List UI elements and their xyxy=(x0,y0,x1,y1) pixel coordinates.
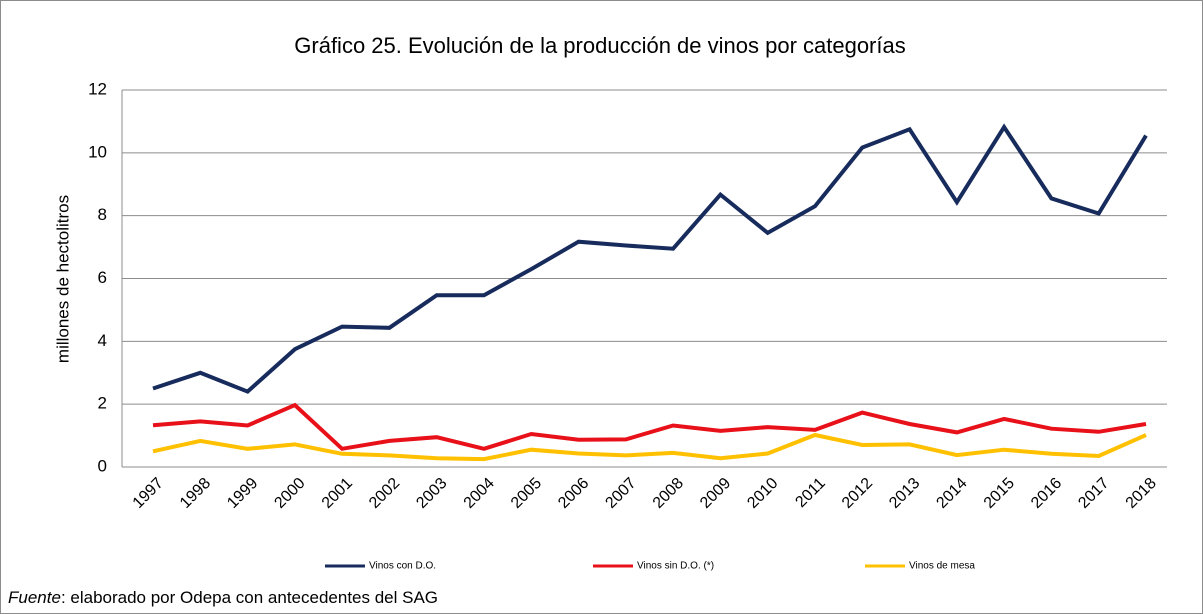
y-tick-label: 12 xyxy=(88,79,107,98)
y-tick-label: 0 xyxy=(98,456,107,475)
source-note: Fuente: elaborado por Odepa con antecede… xyxy=(8,588,438,607)
y-tick-label: 6 xyxy=(98,268,107,287)
series-line xyxy=(152,123,1148,394)
legend-label: Vinos sin D.O. (*) xyxy=(637,561,714,572)
chart-title: Gráfico 25. Evolución de la producción d… xyxy=(294,33,905,58)
source-label: Fuente xyxy=(8,588,61,607)
y-tick-label: 8 xyxy=(98,205,107,224)
series-line xyxy=(152,432,1147,462)
y-tick-label: 2 xyxy=(98,394,107,413)
source-text: : elaborado por Odepa con antecedentes d… xyxy=(61,588,438,607)
y-tick-label: 10 xyxy=(88,142,107,161)
legend-label: Vinos con D.O. xyxy=(369,561,436,572)
y-tick-label: 4 xyxy=(98,331,107,350)
legend-label: Vinos de mesa xyxy=(909,561,975,572)
y-axis-label: millones de hectolitros xyxy=(53,195,72,363)
series-line xyxy=(152,402,1147,451)
